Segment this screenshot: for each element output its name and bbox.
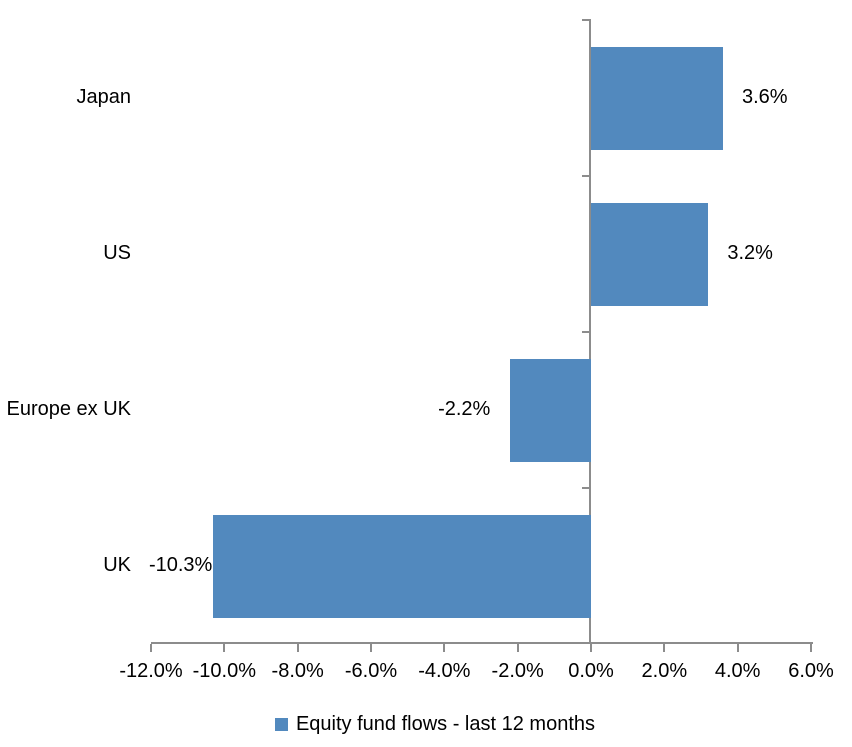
category-label: Japan [76,86,132,108]
value-tick [150,644,152,652]
category-label: Europe ex UK [6,398,131,420]
bar-data-label: 3.2% [727,242,773,264]
value-tick [663,644,666,652]
x-tick-label: 4.0% [714,660,761,682]
category-tick [582,175,591,177]
category-tick [582,331,591,333]
value-tick [590,644,592,652]
value-tick [296,644,299,652]
legend-label: Equity fund flows - last 12 months [295,713,596,735]
x-tick-label: -6.0% [344,660,398,682]
x-axis-line [151,642,813,644]
value-tick [810,644,812,652]
x-tick-label: 0.0% [568,660,614,682]
value-tick [223,644,226,652]
category-tick [582,642,591,644]
x-tick-label: -4.0% [418,660,471,682]
bar [591,203,709,306]
category-tick [582,19,591,21]
x-tick-label: 2.0% [641,660,688,682]
x-tick-label: -12.0% [119,660,183,682]
bar [510,359,591,462]
category-tick [582,487,591,489]
value-tick [443,644,446,652]
x-tick-label: -10.0% [192,660,257,682]
value-tick [736,644,739,652]
value-tick [516,644,519,652]
bar-data-label: 3.6% [742,86,788,108]
legend-swatch [274,718,288,731]
bar-data-label: -2.2% [438,398,491,420]
bar-data-label: -10.3% [148,554,213,576]
category-label: UK [103,554,131,576]
category-label: US [103,242,131,264]
bar [213,515,591,618]
value-tick [370,644,372,652]
x-tick-label: 6.0% [788,660,834,682]
x-tick-label: -8.0% [271,660,324,682]
x-tick-label: -2.0% [491,660,544,682]
legend: Equity fund flows - last 12 months [9,713,852,736]
bar [591,47,723,150]
